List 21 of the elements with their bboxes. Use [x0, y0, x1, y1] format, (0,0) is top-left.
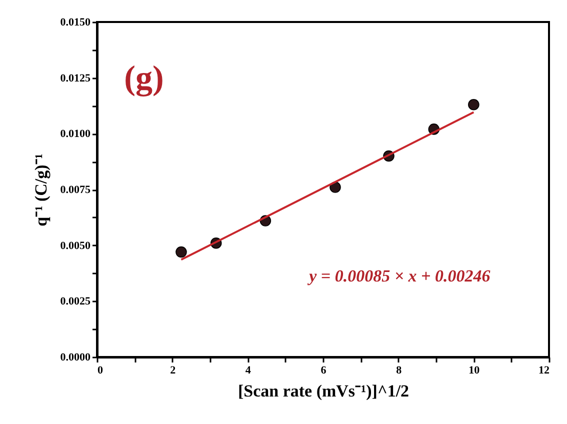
point: [330, 182, 341, 193]
annotation: (g): [124, 60, 164, 97]
y-tick-label: 0.0000: [60, 352, 91, 364]
x-tick-label: 2: [170, 364, 176, 376]
x-tick-label: 0: [98, 364, 104, 376]
y-axis-title: q⁻¹ (C/g)⁻¹: [31, 154, 50, 226]
y-tick-label: 0.0050: [60, 240, 91, 252]
x-tick-label: 12: [538, 364, 550, 376]
y-tick-label: 0.0075: [60, 184, 91, 196]
x-tick-label: 8: [396, 364, 402, 376]
x-axis-title: [Scan rate (mVs⁻¹)]^1/2: [238, 382, 410, 400]
annotation: y = 0.00085 × x + 0.00246: [307, 266, 491, 286]
y-tick-label: 0.0100: [60, 128, 91, 140]
y-tick-label: 0.0150: [60, 16, 91, 28]
x-tick-label: 10: [468, 364, 480, 376]
point: [176, 246, 187, 258]
x-tick-label: 6: [320, 364, 327, 376]
y-tick-label: 0.0025: [60, 296, 91, 308]
x-tick-label: 4: [245, 364, 252, 376]
y-tick-label: 0.0125: [60, 72, 91, 84]
point: [468, 99, 480, 110]
